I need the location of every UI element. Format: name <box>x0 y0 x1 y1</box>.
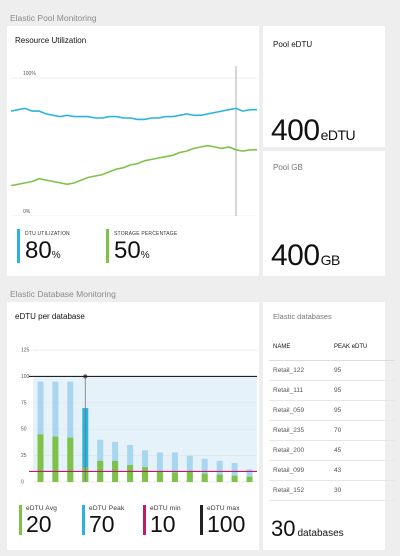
database-name-cell: Retail_122 <box>269 360 331 381</box>
edtu-max-color-bar <box>200 505 203 535</box>
peak-bar[interactable] <box>201 458 208 482</box>
series-line-0 <box>10 107 257 121</box>
peak-bar[interactable] <box>156 452 163 482</box>
table-header-row: NAME PEAK eDTU <box>269 334 395 361</box>
dtu-utilization-label: DTU UTILIZATION <box>25 231 70 237</box>
y-tick-label: 125 <box>21 348 30 354</box>
pool-gb-unit: GB <box>320 252 341 268</box>
database-count-label: databases <box>297 528 344 539</box>
peak-bar[interactable] <box>127 445 134 482</box>
table-row[interactable]: Retail_059 95 <box>269 400 395 421</box>
edtu-per-database-chart: 0 25 50 75 100 125 <box>21 348 257 486</box>
resource-utilization-title: Resource Utilization <box>15 36 87 45</box>
pool-edtu-unit: eDTU <box>320 127 356 143</box>
elastic-databases-title: Elastic databases <box>273 312 332 321</box>
pool-gb-tile[interactable]: Pool GB 400GB <box>263 151 385 276</box>
edtu-avg-label: eDTU Avg <box>26 505 58 512</box>
pool-edtu-title: Pool eDTU <box>273 40 313 49</box>
peak-edtu-cell: 95 <box>330 380 395 401</box>
peak-edtu-cell: 95 <box>330 400 395 421</box>
database-name-cell: Retail_235 <box>269 420 331 441</box>
dtu-utilization-unit: % <box>51 250 61 261</box>
y-tick-label: 100 <box>21 374 30 380</box>
storage-percentage-unit: % <box>140 250 150 261</box>
peak-edtu-cell: 70 <box>330 420 395 441</box>
storage-percentage-value: 50 <box>114 237 141 264</box>
storage-percentage-color-bar <box>106 229 109 263</box>
dtu-utilization-value: 80 <box>25 237 52 264</box>
y-top-label: 100% <box>23 71 36 77</box>
peak-edtu-column-header[interactable]: PEAK eDTU <box>330 334 395 361</box>
table-row[interactable]: Retail_122 95 <box>269 360 395 381</box>
database-name-cell: Retail_152 <box>269 480 331 501</box>
edtu-per-database-tile[interactable]: eDTU per database 0 25 50 75 100 125 eDTU Avg… <box>7 302 259 550</box>
edtu-per-database-title: eDTU per database <box>15 312 85 321</box>
avg-bar[interactable] <box>52 436 59 482</box>
name-column-header[interactable]: NAME <box>269 334 331 361</box>
edtu-min-color-bar <box>143 505 146 535</box>
db-section-title: Elastic Database Monitoring <box>10 289 116 299</box>
pool-edtu-tile[interactable]: Pool eDTU 400eDTU <box>263 26 385 147</box>
edtu-max-value: 100 <box>207 511 246 537</box>
peak-bar[interactable] <box>67 381 74 482</box>
database-name-cell: Retail_200 <box>269 440 331 461</box>
database-name-cell: Retail_111 <box>269 380 331 401</box>
table-row[interactable]: Retail_235 70 <box>269 420 395 441</box>
pool-gb-value: 400 <box>271 239 320 272</box>
edtu-peak-label: eDTU Peak <box>89 505 125 512</box>
avg-bar[interactable] <box>37 434 44 482</box>
table-row[interactable]: Retail_152 30 <box>269 480 395 501</box>
resource-utilization-tile[interactable]: Resource Utilization 100% 0% DTU UTILIZA… <box>7 26 259 276</box>
avg-bar[interactable] <box>246 476 253 482</box>
peak-bar[interactable] <box>52 381 59 482</box>
storage-percentage-label: STORAGE PERCENTAGE <box>114 231 178 237</box>
peak-bar[interactable] <box>171 452 178 482</box>
pool-edtu-value: 400 <box>271 114 320 147</box>
resource-utilization-chart: 100% 0% <box>10 66 257 216</box>
y-tick-label: 75 <box>21 400 27 406</box>
avg-bar[interactable] <box>201 473 208 482</box>
avg-bar[interactable] <box>142 467 148 482</box>
table-row[interactable]: Retail_111 95 <box>269 380 395 401</box>
peak-bar[interactable] <box>186 455 193 482</box>
pool-section-title: Elastic Pool Monitoring <box>10 13 97 23</box>
avg-bar[interactable] <box>171 472 178 482</box>
y-tick-label: 50 <box>21 427 27 433</box>
peak-edtu-cell: 95 <box>330 360 395 381</box>
y-bottom-label: 0% <box>23 209 31 215</box>
table-row[interactable]: Retail_099 43 <box>269 460 395 481</box>
peak-edtu-cell: 43 <box>330 460 395 481</box>
edtu-avg-value: 20 <box>26 511 52 537</box>
peak-bar[interactable] <box>37 381 44 482</box>
y-tick-label: 0 <box>21 480 24 486</box>
elastic-databases-table: NAME PEAK eDTU Retail_122 95 Retail_111 95 R… <box>269 334 395 501</box>
y-tick-label: 25 <box>21 453 27 459</box>
peak-bar[interactable] <box>142 450 148 482</box>
table-row[interactable]: Retail_200 45 <box>269 440 395 461</box>
series-line-1 <box>10 144 257 187</box>
avg-bar[interactable] <box>216 474 223 482</box>
avg-bar[interactable] <box>67 437 74 482</box>
edtu-min-value: 10 <box>150 511 176 537</box>
peak-bar[interactable] <box>246 469 253 482</box>
database-name-cell: Retail_099 <box>269 460 331 481</box>
avg-bar[interactable] <box>156 471 163 482</box>
edtu-min-label: eDTU min <box>150 505 181 512</box>
avg-bar[interactable] <box>127 465 134 482</box>
peak-edtu-cell: 30 <box>330 480 395 501</box>
edtu-peak-value: 70 <box>89 511 115 537</box>
peak-edtu-cell: 45 <box>330 440 395 461</box>
avg-bar[interactable] <box>186 471 193 482</box>
dtu-utilization-color-bar <box>17 229 20 263</box>
database-count: 30 <box>271 516 296 541</box>
peak-bar[interactable] <box>231 462 238 482</box>
edtu-max-label: eDTU max <box>207 505 240 512</box>
database-name-cell: Retail_059 <box>269 400 331 421</box>
edtu-peak-color-bar <box>82 505 85 535</box>
avg-bar[interactable] <box>231 475 238 482</box>
elastic-databases-tile[interactable]: Elastic databases NAME PEAK eDTU Retail_… <box>263 302 395 550</box>
pool-gb-title: Pool GB <box>273 163 303 172</box>
edtu-avg-color-bar <box>19 505 22 535</box>
